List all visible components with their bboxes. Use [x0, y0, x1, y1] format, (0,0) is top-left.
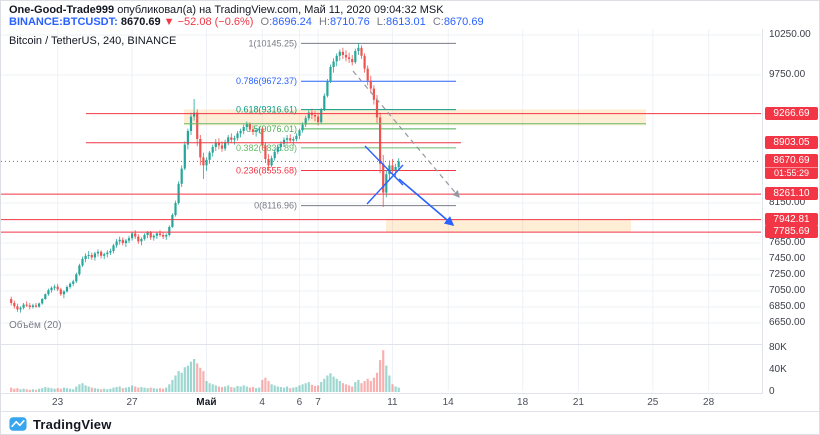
time-axis-label: 14 [442, 397, 454, 408]
price-tick-label: 7250.00 [769, 269, 806, 280]
volume-tick-label: 0 [769, 386, 775, 397]
projection-arrow [352, 70, 460, 198]
price-change: ▼ −52.08 (−0.6%) [163, 16, 254, 28]
close-value: 8670.69 [443, 16, 484, 28]
price-alert-badge[interactable]: 8903.05 [765, 135, 818, 149]
open-label: O: [260, 16, 273, 28]
snapshot-footer: TradingView [1, 411, 819, 434]
time-axis-label: 11 [387, 397, 398, 408]
tradingview-logo-icon[interactable] [9, 416, 27, 432]
price-tick-label: 7050.00 [769, 285, 806, 296]
candlestick-series [10, 43, 400, 313]
time-axis-label: 27 [126, 397, 138, 408]
time-axis-label: 18 [517, 397, 529, 408]
trend-drawings [352, 70, 460, 227]
symbol-name[interactable]: BINANCE:BTCUSDT: [9, 16, 118, 28]
triangle-trendline [366, 164, 404, 205]
fib-level-label: 0.5(9076.01) [246, 124, 297, 134]
high-label: H: [318, 16, 330, 28]
chart-area[interactable]: 1(10145.25) 0.786(9672.37) 0.618(9316.61) 0… [1, 29, 763, 393]
open-value: 8696.24 [272, 16, 312, 28]
grid-layer [1, 29, 761, 391]
fib-level-label: 0.786(9672.37) [236, 76, 297, 86]
volume-legend[interactable]: Объём (20) [9, 320, 62, 331]
price-tick-label: 7650.00 [769, 237, 806, 248]
price-alert-badge[interactable]: 9266.69 [765, 106, 818, 120]
snapshot-header: One-Good-Trade999 опубликовал(а) на Trad… [1, 1, 819, 29]
last-price: 8670.69 [120, 16, 161, 28]
price-alert-badge[interactable]: 7942.81 [765, 212, 818, 226]
volume-tick-label: 40K [769, 364, 787, 375]
price-tick-label: 9750.00 [769, 69, 806, 80]
time-axis-label: 7 [315, 397, 321, 408]
price-tick-label: 7450.00 [769, 253, 806, 264]
brand-name[interactable]: TradingView [33, 416, 112, 432]
countdown-timer: 01:55:29 [765, 167, 818, 179]
fib-level-label: 0.236(8555.68) [236, 166, 297, 176]
low-label: L: [376, 16, 386, 28]
high-value: 8710.76 [329, 16, 370, 28]
fib-level-label: 0.618(9316.61) [236, 105, 297, 115]
low-value: 8613.01 [385, 16, 426, 28]
publish-info: One-Good-Trade999 опубликовал(а) на Trad… [9, 4, 811, 16]
price-axis[interactable]: 10250.00 9750.00 8150.00 7650.00 7450.00 7250… [763, 29, 819, 397]
price-chart[interactable]: 1(10145.25) 0.786(9672.37) 0.618(9316.61) 0… [1, 29, 763, 393]
time-axis-label: 21 [572, 397, 584, 408]
price-tick-label: 8150.00 [769, 197, 806, 208]
close-label: C: [432, 16, 444, 28]
fib-level-label: 0(8116.96) [254, 201, 297, 211]
price-alert-badge[interactable]: 7785.69 [765, 225, 818, 239]
fib-level-label: 1(10145.25) [248, 38, 297, 48]
time-axis-label: 25 [647, 397, 659, 408]
time-axis-label: Май [196, 397, 217, 408]
chart-legend[interactable]: Bitcoin / TetherUS, 240, BINANCE [9, 35, 177, 47]
time-axis-label: 23 [52, 397, 64, 408]
time-axis[interactable]: 23 27 Май 4 6 7 11 14 18 21 25 28 [1, 393, 763, 411]
breakdown-arrow [398, 178, 455, 227]
time-axis-label: 6 [296, 397, 303, 408]
alert-lines [1, 113, 761, 233]
author-name: One-Good-Trade999 [9, 4, 115, 16]
current-price-badge[interactable]: 8670.69 01:55:29 [765, 154, 818, 180]
time-axis-label: 4 [259, 397, 265, 408]
publish-text: опубликовал(а) на TradingView.com, Май 1… [117, 4, 444, 16]
triangle-trendline [364, 145, 404, 186]
price-tick-label: 6650.00 [769, 317, 806, 328]
time-axis-label: 28 [703, 397, 715, 408]
symbol-info-row: BINANCE:BTCUSDT: 8670.69 ▼ −52.08 (−0.6%… [9, 16, 811, 29]
price-tick-label: 6850.00 [769, 301, 806, 312]
volume-series [10, 350, 400, 392]
price-alert-badge[interactable]: 8261.10 [765, 187, 818, 201]
price-tick-label: 10250.00 [769, 29, 811, 40]
volume-tick-label: 80K [769, 342, 787, 353]
